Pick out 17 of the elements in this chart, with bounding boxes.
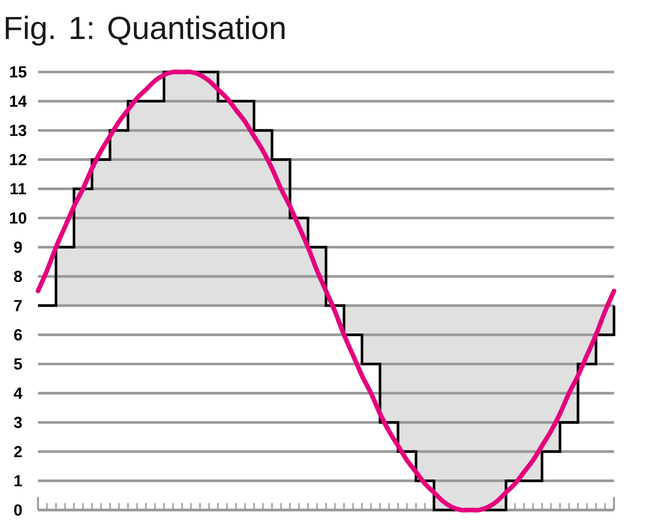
y-tick-label: 7 (14, 300, 22, 312)
y-tick-label: 4 (14, 388, 22, 399)
y-tick-label: 0 (14, 504, 22, 516)
y-tick-label: 3 (14, 416, 22, 428)
chart-title: Fig. 1: Quantisation (6, 16, 284, 46)
y-tick-label: 15 (10, 66, 26, 78)
y-tick-label: 13 (10, 124, 26, 136)
y-tick-label: 1 (14, 475, 22, 486)
y-tick-label: 14 (10, 96, 27, 107)
y-tick-label: 10 (10, 212, 26, 224)
y-tick-label: 9 (14, 242, 22, 253)
y-tick-label: 6 (14, 329, 22, 340)
y-tick-label: 5 (14, 358, 22, 370)
y-tick-label: 8 (14, 270, 22, 282)
y-tick-label: 11 (10, 183, 26, 194)
y-tick-label: 2 (14, 446, 22, 458)
y-tick-label: 12 (10, 154, 26, 166)
